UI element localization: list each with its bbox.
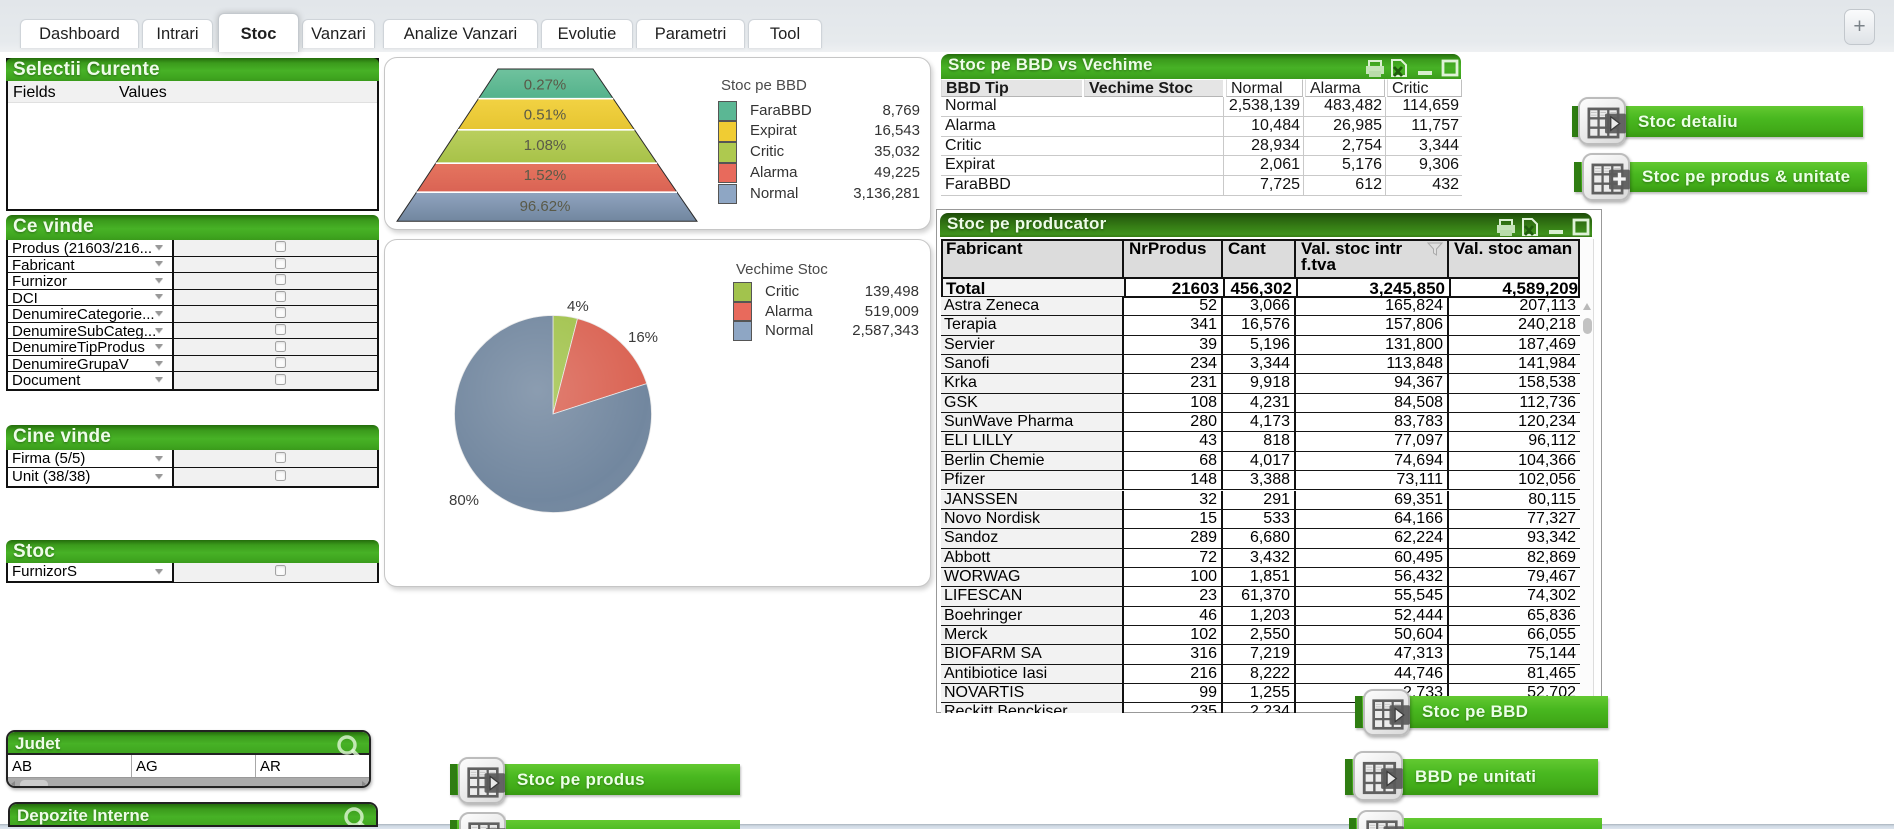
svg-text:0.27%: 0.27% <box>524 77 567 94</box>
svg-text:80%: 80% <box>449 492 479 509</box>
svg-text:16%: 16% <box>628 329 658 346</box>
svg-text:0.51%: 0.51% <box>524 107 567 124</box>
svg-text:96.62%: 96.62% <box>520 198 571 215</box>
svg-text:1.08%: 1.08% <box>524 137 567 154</box>
svg-text:1.52%: 1.52% <box>524 167 567 184</box>
svg-text:4%: 4% <box>567 298 589 315</box>
